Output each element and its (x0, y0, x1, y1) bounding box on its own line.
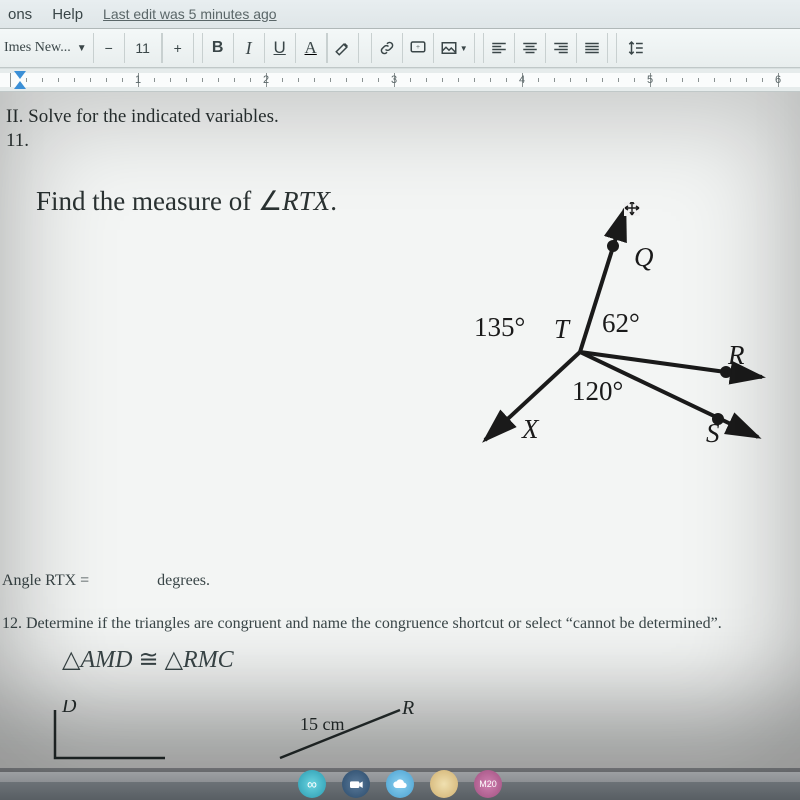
font-size-increase-button[interactable]: + (162, 33, 194, 63)
ruler-indent-marker-bottom[interactable] (14, 81, 26, 89)
align-left-button[interactable] (483, 33, 514, 63)
angle-label-120: 120° (572, 376, 623, 406)
svg-text:+: + (416, 42, 420, 51)
document-page[interactable]: II. Solve for the indicated variables. 1… (0, 92, 800, 782)
dropdown-icon: ▼ (460, 44, 468, 53)
align-center-icon (521, 39, 539, 57)
menu-item-addons[interactable]: ons (8, 6, 32, 23)
taskbar-icon-5[interactable]: M20 (474, 770, 502, 798)
taskbar-icon-1[interactable]: ∞ (298, 770, 326, 798)
line-spacing-button[interactable] (616, 33, 655, 63)
prompt-period: . (330, 186, 337, 216)
insert-image-button[interactable]: ▼ (433, 33, 475, 63)
page-background: II. Solve for the indicated variables. 1… (0, 92, 800, 772)
taskbar-icon-3[interactable] (386, 770, 414, 798)
triangle-rhs: RMC (183, 647, 234, 673)
triangle-lhs: AMD (80, 647, 132, 673)
label-x: X (521, 414, 540, 444)
ruler-track (0, 73, 800, 87)
triangle-symbol-icon: △ (62, 647, 80, 673)
cloud-icon (392, 776, 408, 792)
horizontal-ruler: 1 2 3 4 5 6 (0, 68, 800, 92)
move-cursor-icon (624, 202, 640, 216)
angle-diagram: Q R S X T 135° 62° 120° (430, 202, 770, 462)
point-q (609, 242, 617, 250)
link-icon (378, 39, 396, 57)
prompt-prefix: Find the measure of (36, 186, 258, 216)
ruler-number: 3 (391, 74, 397, 86)
menu-item-help[interactable]: Help (52, 6, 83, 23)
taskbar-icon-4[interactable] (430, 770, 458, 798)
infinity-icon: ∞ (307, 776, 317, 792)
align-justify-icon (583, 39, 601, 57)
menu-bar: ons Help Last edit was 5 minutes ago (0, 0, 800, 29)
congruent-symbol-icon: ≅ (138, 647, 164, 673)
bold-button[interactable]: B (202, 33, 233, 63)
ruler-number: 4 (519, 74, 525, 86)
last-edit-status-text: Last edit was 5 minutes ago (103, 6, 277, 22)
triangle-symbol-icon: △ (165, 647, 183, 673)
ruler-number: 5 (647, 74, 653, 86)
highlighter-icon (334, 39, 352, 57)
align-center-button[interactable] (514, 33, 545, 63)
label-r2: R (401, 700, 414, 719)
italic-button[interactable]: I (233, 33, 264, 63)
answer-prefix: Angle RTX = (2, 572, 89, 589)
prompt-angle-name: RTX (282, 186, 330, 216)
comment-icon: + (409, 39, 427, 57)
underline-button[interactable]: U (264, 33, 295, 63)
label-d: D (61, 700, 77, 717)
label-t: T (554, 314, 571, 344)
font-family-selector[interactable]: Imes New... ▼ (2, 40, 93, 56)
answer-suffix: degrees. (157, 572, 210, 589)
dropdown-icon: ▼ (77, 43, 87, 54)
label-r: R (727, 340, 745, 370)
highlight-button[interactable] (327, 33, 359, 63)
text-color-button[interactable]: A (295, 33, 327, 63)
angle-label-62: 62° (602, 308, 640, 338)
align-justify-button[interactable] (576, 33, 608, 63)
align-right-button[interactable] (545, 33, 576, 63)
angle-symbol-icon: ∠ (258, 186, 282, 216)
font-size-decrease-button[interactable]: − (93, 33, 124, 63)
align-left-icon (490, 39, 508, 57)
taskbar-icon-2[interactable] (342, 770, 370, 798)
label-s: S (706, 418, 720, 448)
line-spacing-icon (627, 39, 645, 57)
formatting-toolbar: Imes New... ▼ − 11 + B I U A + ▼ (0, 29, 800, 68)
answer-blank: Angle RTX = degrees. (2, 572, 210, 590)
label-q: Q (634, 242, 654, 272)
insert-comment-button[interactable]: + (402, 33, 433, 63)
insert-link-button[interactable] (371, 33, 402, 63)
font-size-value[interactable]: 11 (124, 33, 162, 63)
os-taskbar: ∞ M20 (0, 768, 800, 800)
angle-label-135: 135° (474, 312, 525, 342)
align-right-icon (552, 39, 570, 57)
congruence-statement: △AMD ≅ △RMC (62, 642, 790, 678)
triangle-sketch: D R 15 cm (50, 700, 470, 770)
problem-number: 11. (6, 130, 782, 152)
text-color-label: A (305, 38, 317, 58)
problem-12: 12. Determine if the triangles are congr… (2, 612, 790, 678)
ruler-indent-marker-top[interactable] (14, 71, 26, 79)
ruler-number: 2 (263, 74, 269, 86)
font-family-label: Imes New... (4, 40, 71, 56)
image-icon (440, 39, 458, 57)
last-edit-status: Last edit was 5 minutes ago (103, 6, 277, 22)
ruler-number: 6 (775, 74, 781, 86)
ruler-number: 1 (135, 74, 141, 86)
triangle-left-partial (55, 710, 165, 758)
camera-icon (348, 776, 364, 792)
q12-text: 12. Determine if the triangles are congr… (2, 615, 722, 632)
section-heading: II. Solve for the indicated variables. (6, 106, 782, 128)
edge-length-label: 15 cm (300, 714, 345, 734)
